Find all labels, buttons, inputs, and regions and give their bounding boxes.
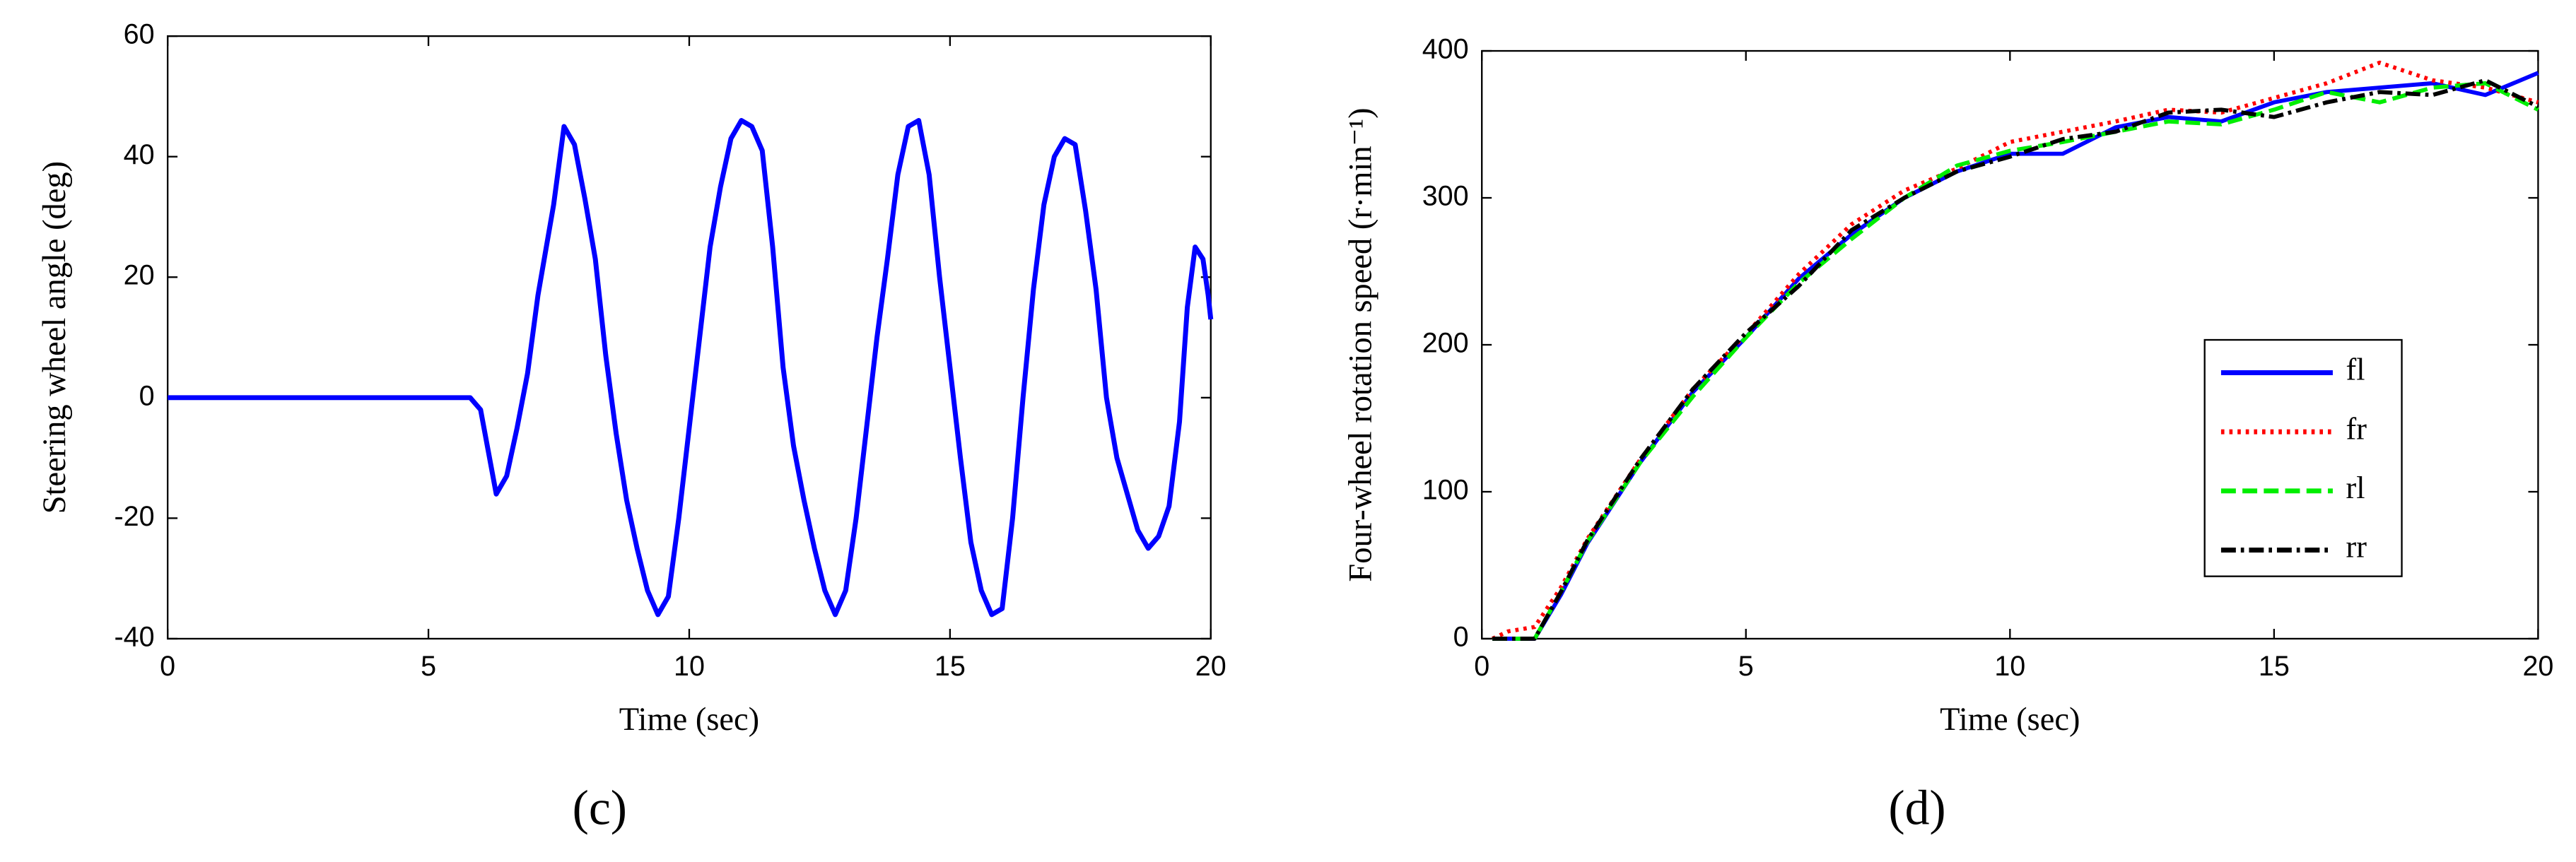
x-axis-label: Time (sec) xyxy=(619,702,759,738)
x-tick-label: 20 xyxy=(2522,651,2553,682)
y-axis-label: Four-wheel rotation speed (r·min⁻¹) xyxy=(1343,107,1379,581)
legend-label: fl xyxy=(2346,353,2365,387)
x-tick-label: 20 xyxy=(1195,651,1226,682)
x-tick-label: 10 xyxy=(674,651,705,682)
y-tick-label: 20 xyxy=(124,260,155,291)
y-tick-label: 0 xyxy=(1453,621,1469,652)
y-tick-label: 0 xyxy=(139,380,155,411)
y-tick-label: 200 xyxy=(1422,327,1469,358)
legend-label: rr xyxy=(2346,530,2367,565)
series-line xyxy=(168,118,1214,618)
legend-label: rl xyxy=(2346,471,2365,505)
legend: fl fr rl rr xyxy=(2203,338,2403,577)
caption: (d) xyxy=(1888,781,1945,835)
x-axis-label: Time (sec) xyxy=(1940,702,2080,738)
y-tick-label: 400 xyxy=(1422,33,1469,64)
chart: 0 5 10 15 20 -40 -20 0 20 40 60 Time (sec) Steering … xyxy=(37,19,1226,836)
x-tick-label: 5 xyxy=(1738,651,1754,682)
x-tick-label: 5 xyxy=(421,651,436,682)
legend-box xyxy=(2203,338,2403,577)
x-tick-label: 15 xyxy=(2259,651,2290,682)
plot-frame xyxy=(167,35,1212,640)
x-tick-label: 10 xyxy=(1994,651,2025,682)
y-axis-label: Steering wheel angle (deg) xyxy=(37,161,73,514)
y-tick-label: 100 xyxy=(1422,474,1469,505)
y-tick-label: -40 xyxy=(114,621,154,652)
x-tick-label: 0 xyxy=(1474,651,1489,682)
caption: (c) xyxy=(573,781,627,835)
y-tick-label: 40 xyxy=(124,139,155,170)
x-tick-label: 15 xyxy=(935,651,966,682)
y-tick-label: 300 xyxy=(1422,180,1469,211)
series-line xyxy=(1492,78,2539,641)
y-tick-label: 60 xyxy=(124,19,155,50)
x-tick-label: 0 xyxy=(160,651,175,682)
legend-label: fr xyxy=(2346,411,2367,446)
y-tick-label: -20 xyxy=(114,501,154,532)
